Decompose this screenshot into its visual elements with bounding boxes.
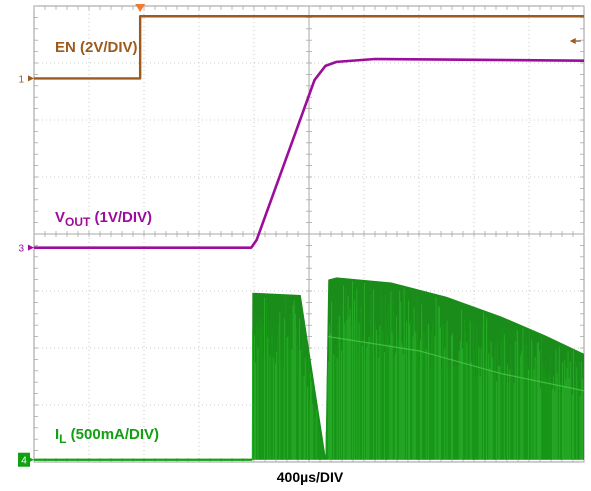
il-inner-band — [328, 336, 585, 392]
en-trace-label: EN (2V/DIV) — [55, 39, 138, 56]
il-trace-label: IL (500mA/DIV) — [55, 426, 159, 446]
channel-markers: 1 3 4 — [18, 4, 581, 467]
vout-trace — [34, 57, 585, 249]
traces — [34, 15, 585, 461]
vout-trace-label: VOUT (1V/DIV) — [55, 209, 152, 229]
en-trace — [34, 15, 584, 80]
vout-channel-arrow — [28, 244, 34, 251]
il-channel-marker: 4 — [21, 456, 27, 467]
reference-arrow — [569, 38, 576, 44]
vout-channel-marker: 3 — [18, 244, 24, 255]
il-envelope — [34, 277, 584, 460]
il-channel-marker-box — [18, 452, 30, 467]
trigger-marker — [135, 4, 146, 12]
il-channel-arrow — [28, 456, 34, 463]
en-channel-marker: 1 — [18, 74, 24, 85]
en-channel-arrow — [28, 75, 34, 82]
x-axis-label: 400µs/DIV — [277, 469, 344, 485]
